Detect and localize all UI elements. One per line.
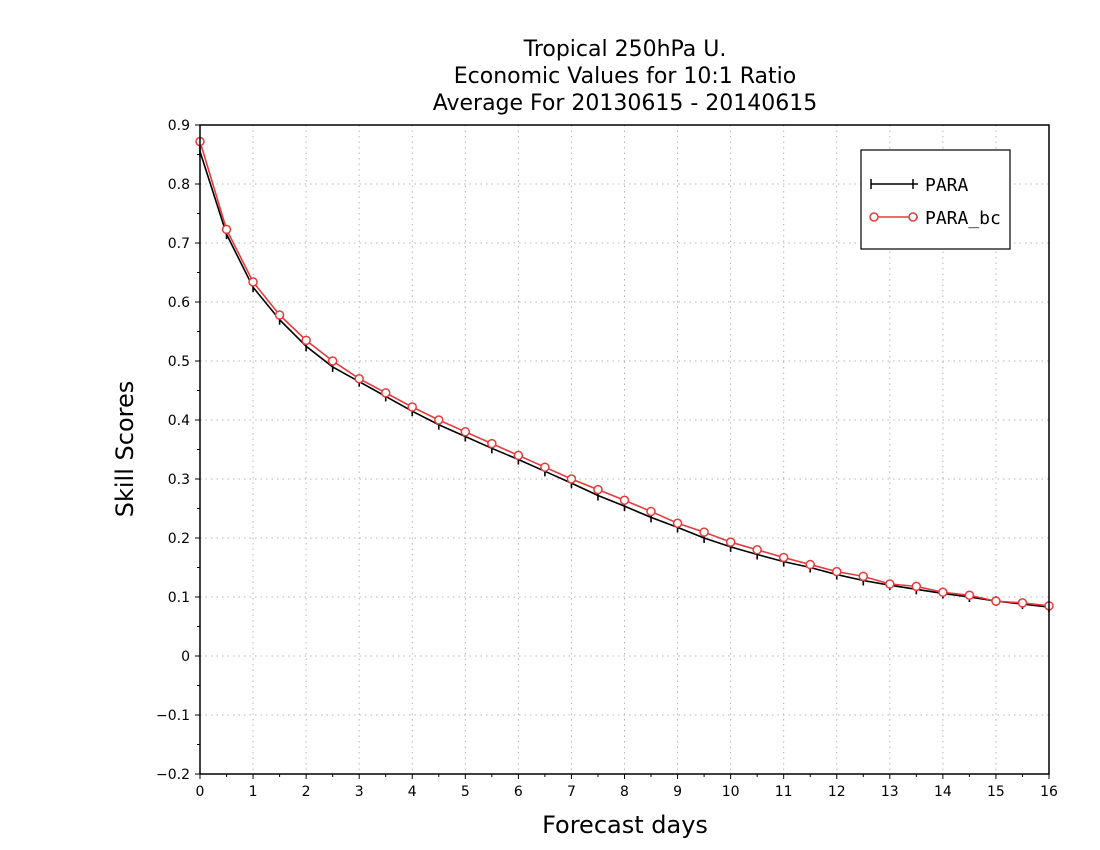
x-tick-label: 9 <box>673 784 682 800</box>
data-point-para-bc <box>327 356 338 366</box>
legend-box <box>860 149 1011 250</box>
data-point-para-bc <box>911 581 922 592</box>
data-point-para-bc <box>407 402 417 412</box>
y-axis-label: Skill Scores <box>111 381 139 518</box>
x-tick-label: 5 <box>461 784 470 800</box>
legend-label-para-bc: PARA_bc <box>925 208 1001 229</box>
data-point-para-bc <box>540 462 550 472</box>
data-point-para-bc <box>434 415 444 425</box>
x-tick-label: 16 <box>1040 784 1058 800</box>
data-point-para-bc <box>964 590 975 600</box>
data-point-para-bc <box>805 559 815 570</box>
data-point-para-bc <box>725 537 736 547</box>
series-para-bc <box>195 136 1054 611</box>
legend: PARA PARA_bc <box>860 149 1011 250</box>
data-point-para-bc <box>354 373 364 384</box>
data-point-para-bc <box>274 310 285 320</box>
x-tick-label: 0 <box>196 784 205 800</box>
data-point-para-bc <box>885 579 895 589</box>
x-tick-label: 15 <box>987 784 1005 800</box>
grid-lines <box>200 125 1049 774</box>
x-tick-label: 2 <box>302 784 311 800</box>
data-point-para-bc <box>460 427 471 437</box>
data-point-para-bc <box>672 518 683 528</box>
y-tick-label: −0.2 <box>156 767 190 783</box>
y-tick-label: 0.9 <box>168 118 190 134</box>
x-tick-label: 8 <box>620 784 629 800</box>
y-tick-label: 0.5 <box>168 354 190 370</box>
x-axis-label: Forecast days <box>542 811 708 839</box>
x-tick-label: 7 <box>567 784 576 800</box>
x-tick-label: 12 <box>828 784 846 800</box>
y-tick-label: 0 <box>181 649 190 665</box>
chart-title-line-2: Economic Values for 10:1 Ratio <box>454 64 796 89</box>
y-tick-label: 0.8 <box>168 177 190 193</box>
data-point-para-bc <box>1017 598 1028 608</box>
legend-marker-para <box>870 179 914 189</box>
legend-entry-para: PARA <box>870 175 969 196</box>
y-tick-label: 0.6 <box>168 295 190 311</box>
data-point-para-bc <box>248 277 258 287</box>
y-tick-label: 0.2 <box>168 531 190 547</box>
chart-title: Tropical 250hPa U. Economic Values for 1… <box>433 37 818 116</box>
data-point-para-bc <box>566 474 577 484</box>
x-tick-label: 1 <box>249 784 258 800</box>
y-tick-label: 0.7 <box>168 236 190 252</box>
data-point-para-bc <box>593 484 603 495</box>
y-tick-label: 0.1 <box>168 590 190 606</box>
legend-marker-para-bc <box>908 212 918 222</box>
x-tick-label: 6 <box>514 784 523 800</box>
x-tick-label: 3 <box>355 784 364 800</box>
x-tick-label: 4 <box>408 784 417 800</box>
data-point-para-bc <box>778 552 789 563</box>
x-tick-label: 14 <box>934 784 952 800</box>
data-point-para-bc <box>221 224 232 235</box>
data-point-para-bc <box>301 335 311 346</box>
data-point-para-bc <box>858 571 869 582</box>
x-tick-label: 11 <box>775 784 793 800</box>
plot-frame <box>199 124 1050 775</box>
data-point-para-bc <box>487 438 497 449</box>
y-tick-label: 0.3 <box>168 472 190 488</box>
legend-label-para: PARA <box>925 175 969 196</box>
data-point-para-bc <box>619 495 630 505</box>
data-point-para-bc <box>832 566 842 577</box>
axis-ticks: 0 1 2 3 4 5 6 7 8 9 10 11 12 13 14 15 16−0.2−0.100.10.20… <box>156 118 1058 800</box>
chart-title-line-3: Average For 20130615 - 20140615 <box>433 91 818 116</box>
data-point-para-bc <box>699 527 709 537</box>
x-tick-label: 10 <box>722 784 740 800</box>
data-point-para-bc <box>380 388 391 398</box>
data-point-para-bc <box>991 596 1001 606</box>
data-point-para-bc <box>752 545 762 555</box>
legend-entry-para-bc: PARA_bc <box>869 208 1001 229</box>
y-tick-label: 0.4 <box>168 413 190 429</box>
chart-title-line-1: Tropical 250hPa U. <box>523 37 727 62</box>
legend-marker-para-bc <box>869 212 879 222</box>
series-layer <box>195 136 1054 613</box>
y-tick-label: −0.1 <box>156 708 190 724</box>
data-point-para-bc <box>938 587 948 598</box>
data-point-para-bc <box>646 506 656 517</box>
x-tick-label: 13 <box>881 784 899 800</box>
data-point-para-bc <box>513 450 524 461</box>
